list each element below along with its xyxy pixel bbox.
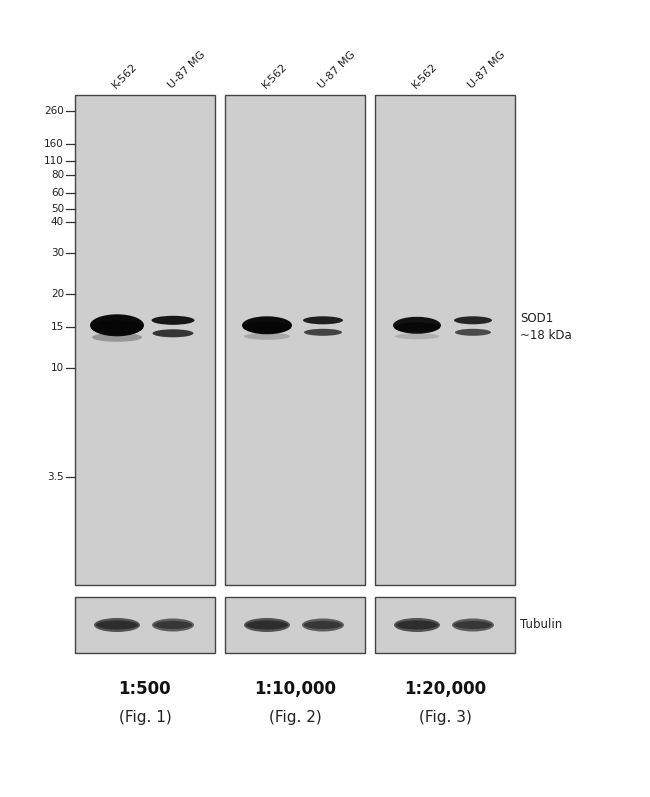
Text: 30: 30 [51,249,64,258]
Ellipse shape [395,333,439,340]
Text: 15: 15 [51,322,64,332]
Ellipse shape [454,316,492,324]
Bar [75,597,215,653]
Text: 1:20,000: 1:20,000 [404,680,486,698]
Ellipse shape [91,320,143,334]
Ellipse shape [303,316,343,324]
Text: Tubulin: Tubulin [520,618,562,631]
Ellipse shape [242,316,292,334]
Bar [225,95,365,585]
Text: U-87 MG: U-87 MG [316,49,357,90]
Text: 40: 40 [51,218,64,227]
Text: 1:10,000: 1:10,000 [254,680,336,698]
Text: 60: 60 [51,188,64,198]
Text: 260: 260 [44,106,64,116]
Ellipse shape [452,618,494,631]
Ellipse shape [243,322,291,333]
Ellipse shape [152,618,194,631]
Ellipse shape [151,316,194,325]
Text: 50: 50 [51,204,64,214]
Text: K-562: K-562 [110,61,139,90]
Bar [375,95,515,585]
Text: 20: 20 [51,289,64,300]
Ellipse shape [393,316,441,334]
Ellipse shape [244,333,290,340]
Ellipse shape [96,621,138,630]
Ellipse shape [92,333,142,342]
Text: 1:500: 1:500 [119,680,172,698]
Text: (Fig. 2): (Fig. 2) [268,710,321,725]
Ellipse shape [302,618,344,631]
Bar [375,597,515,653]
Text: SOD1
~18 kDa: SOD1 ~18 kDa [520,312,572,342]
Ellipse shape [153,329,194,337]
Ellipse shape [454,621,492,629]
Ellipse shape [90,314,144,336]
Text: K-562: K-562 [260,61,289,90]
Ellipse shape [94,618,140,632]
Ellipse shape [396,621,438,630]
Text: 160: 160 [44,139,64,149]
Ellipse shape [154,621,192,629]
Ellipse shape [246,621,288,630]
Text: 10: 10 [51,363,64,373]
Ellipse shape [455,329,491,336]
Text: U-87 MG: U-87 MG [466,49,507,90]
Bar [225,597,365,653]
Text: (Fig. 1): (Fig. 1) [118,710,172,725]
Ellipse shape [394,618,440,632]
Text: 110: 110 [44,156,64,166]
Text: 3.5: 3.5 [47,472,64,482]
Ellipse shape [394,322,440,332]
Ellipse shape [304,329,342,336]
Bar [75,95,215,585]
Ellipse shape [244,618,290,632]
Text: (Fig. 3): (Fig. 3) [419,710,471,725]
Ellipse shape [304,621,342,629]
Text: 80: 80 [51,170,64,180]
Text: U-87 MG: U-87 MG [166,49,207,90]
Text: K-562: K-562 [410,61,439,90]
